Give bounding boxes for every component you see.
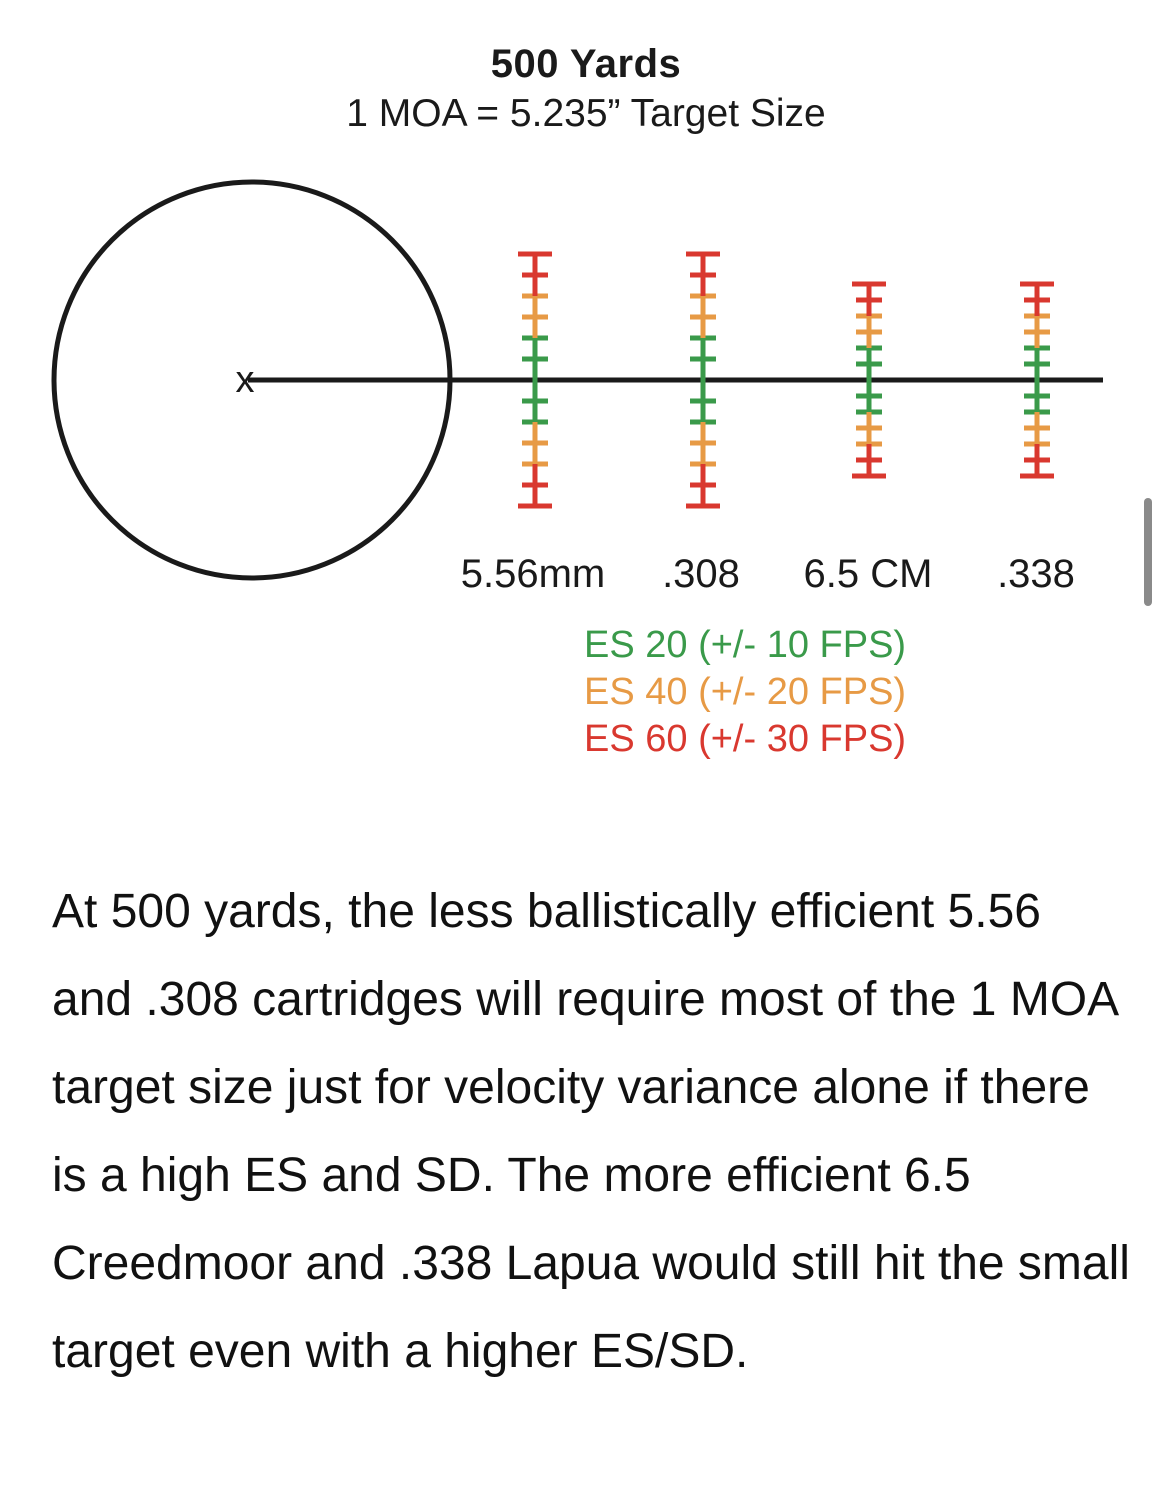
moa-target-diagram: x <box>51 179 1103 581</box>
caliber-label-308: .308 <box>662 552 740 596</box>
caliber-label-338: .338 <box>997 552 1075 596</box>
legend-es60: ES 60 (+/- 30 FPS) <box>584 718 907 760</box>
legend-es20: ES 20 (+/- 10 FPS) <box>584 624 907 666</box>
diagram-subtitle: 1 MOA = 5.235” Target Size <box>346 92 826 135</box>
legend-es40: ES 40 (+/- 20 FPS) <box>584 671 907 713</box>
caliber-label-65cm: 6.5 CM <box>803 552 933 596</box>
scrollbar-thumb[interactable] <box>1144 498 1152 606</box>
caption-paragraph: At 500 yards, the less ballistically eff… <box>52 885 1130 1378</box>
center-x-mark: x <box>236 359 255 401</box>
diagram-title: 500 Yards <box>490 42 682 86</box>
caliber-label-556: 5.56mm <box>460 552 606 596</box>
